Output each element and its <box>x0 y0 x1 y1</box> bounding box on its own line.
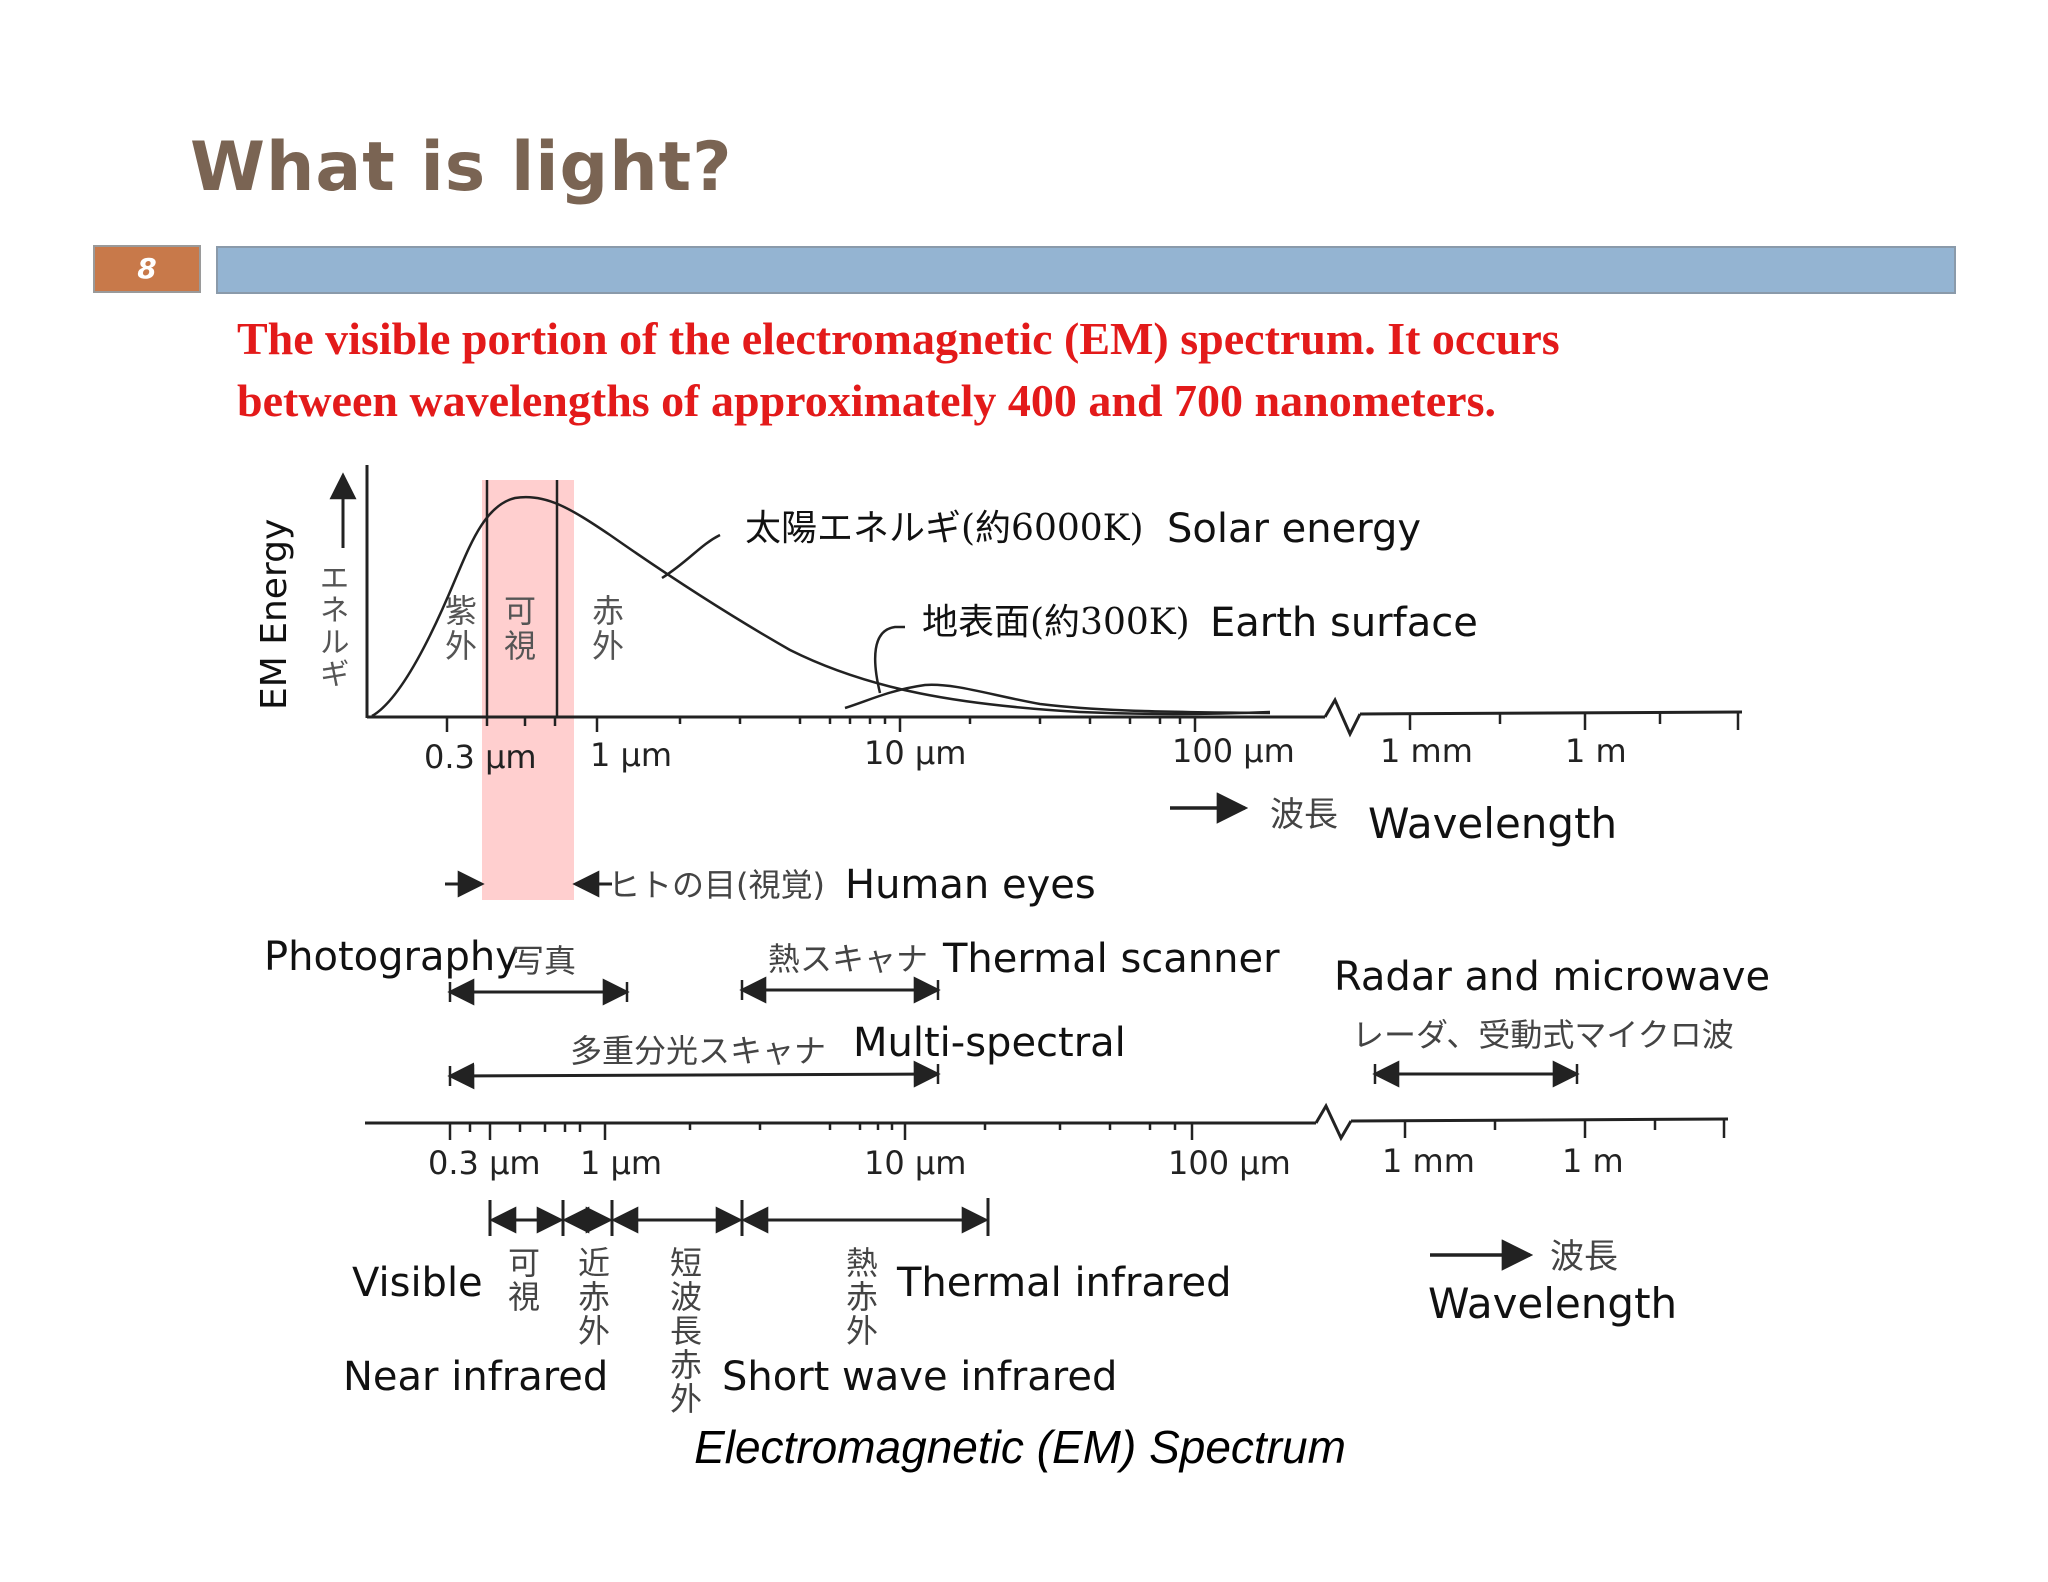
subtitle-line-2: between wavelengths of approximately 400… <box>237 375 1496 426</box>
wavelength-bottom-jp: 波長 <box>1550 1237 1618 1277</box>
bottom-tick-0.3um: 0.3 μm <box>428 1144 541 1182</box>
band-uv-2: 外 <box>445 627 477 665</box>
band-ir-1: 赤 <box>592 592 624 630</box>
bottom-axis-ticks <box>448 1119 1726 1140</box>
top-axis-break <box>1323 696 1362 738</box>
wavelength-bottom-en: Wavelength <box>1428 1279 1677 1328</box>
diagram-caption: Electromagnetic (EM) Spectrum <box>0 1420 2048 1474</box>
subtitle: The visible portion of the electromagnet… <box>237 308 1937 432</box>
solar-label-en: Solar energy <box>1167 506 1421 552</box>
region-arrows <box>488 1198 990 1236</box>
y-axis-label-en: EM Energy <box>254 519 295 710</box>
top-tick-100um: 100 μm <box>1172 732 1295 770</box>
multispectral-range <box>447 1060 941 1090</box>
region-swir-label: Short wave infrared <box>722 1354 1117 1400</box>
region-swir-jp-2: 波 <box>670 1278 702 1316</box>
y-axis-label-jp: エネルギ <box>314 562 349 690</box>
bottom-tick-1mm: 1 mm <box>1382 1142 1475 1180</box>
bottom-tick-1um: 1 μm <box>580 1144 662 1182</box>
earth-label-en: Earth surface <box>1210 600 1478 646</box>
earth-leader <box>873 625 905 694</box>
region-thermal-jp-2: 赤 <box>846 1278 878 1316</box>
top-tick-0.3um: 0.3 μm <box>424 738 537 776</box>
earth-label-jp: 地表面(約300K) <box>922 602 1190 643</box>
top-tick-1mm: 1 mm <box>1380 732 1473 770</box>
top-tick-10um: 10 μm <box>864 734 966 772</box>
earth-surface-curve <box>844 683 1271 715</box>
region-nearir-jp-2: 赤 <box>578 1278 610 1316</box>
top-axis-ticks <box>445 712 1740 732</box>
thermal-scanner-en: Thermal scanner <box>942 936 1280 982</box>
top-tick-1m: 1 m <box>1565 732 1627 770</box>
multispectral-jp: 多重分光スキャナ <box>570 1032 826 1070</box>
top-tick-1um: 1 μm <box>590 736 672 774</box>
region-thermal-jp-3: 外 <box>846 1312 878 1350</box>
band-ir-2: 外 <box>592 627 624 665</box>
bottom-tick-100um: 100 μm <box>1168 1144 1291 1182</box>
visible-band-highlight <box>482 480 574 900</box>
bottom-tick-10um: 10 μm <box>864 1144 966 1182</box>
human-eyes-jp: ヒトの目(視覚) <box>608 866 825 904</box>
multispectral-en: Multi-spectral <box>853 1020 1126 1066</box>
region-swir-jp-5: 外 <box>670 1380 702 1418</box>
wavelength-top-en: Wavelength <box>1368 799 1617 848</box>
solar-leader <box>661 533 721 580</box>
region-visible-jp-1: 可 <box>508 1244 540 1282</box>
bottom-axis-right <box>1350 1117 1729 1123</box>
region-thermal-label: Thermal infrared <box>896 1260 1232 1306</box>
title-bar <box>216 246 1956 294</box>
region-swir-jp-4: 赤 <box>670 1346 702 1384</box>
radar-jp: レーダ、受動式マイクロ波 <box>1352 1016 1734 1054</box>
band-visible-1: 可 <box>504 592 536 630</box>
region-swir-jp-3: 長 <box>670 1312 702 1350</box>
radar-en: Radar and microwave <box>1334 954 1770 1000</box>
diagram-caption-text: Electromagnetic (EM) Spectrum <box>694 1421 1346 1473</box>
band-visible-2: 視 <box>504 627 536 665</box>
region-nearir-jp-3: 外 <box>578 1312 610 1350</box>
bottom-tick-1m: 1 m <box>1562 1142 1624 1180</box>
photography-en: Photography <box>264 934 519 980</box>
band-uv-1: 紫 <box>445 592 477 630</box>
photography-jp: 写真 <box>512 942 576 980</box>
bottom-axis-break <box>1314 1102 1353 1142</box>
thermal-scanner-jp: 熱スキャナ <box>768 940 928 978</box>
subtitle-line-1: The visible portion of the electromagnet… <box>237 313 1560 364</box>
slide-title: What is light? <box>190 128 733 207</box>
region-visible-jp-2: 視 <box>508 1278 540 1316</box>
human-eyes-en: Human eyes <box>845 862 1096 908</box>
region-swir-jp-1: 短 <box>670 1244 702 1282</box>
slide-number: 8 <box>93 245 201 293</box>
region-visible-label: Visible <box>352 1260 483 1306</box>
region-nearir-jp-1: 近 <box>578 1244 610 1282</box>
solar-energy-curve <box>371 495 1271 718</box>
solar-label-jp: 太陽エネルギ(約6000K) <box>745 508 1144 549</box>
top-axis-right <box>1359 710 1743 716</box>
region-thermal-jp-1: 熱 <box>846 1244 878 1282</box>
wavelength-top-jp: 波長 <box>1270 795 1338 835</box>
region-nearir-label: Near infrared <box>343 1354 608 1400</box>
